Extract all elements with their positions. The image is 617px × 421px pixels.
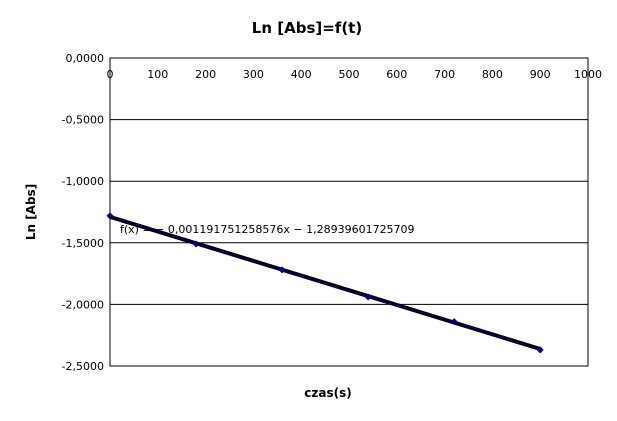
x-tick-label: 600 [386, 68, 407, 81]
data-point [106, 212, 114, 220]
x-tick-label: 400 [291, 68, 312, 81]
data-point [536, 346, 544, 354]
x-tick-label: 800 [482, 68, 503, 81]
x-tick-label: 100 [147, 68, 168, 81]
data-point [278, 266, 286, 274]
x-tick-label: 500 [339, 68, 360, 81]
trendline-equation: f(x) = − 0,001191751258576x − 1,28939601… [120, 223, 415, 236]
y-tick-label: -1,5000 [62, 237, 104, 250]
grid-layer [110, 57, 588, 367]
x-tick-label: 900 [530, 68, 551, 81]
data-point [192, 240, 200, 248]
series-line [109, 215, 541, 351]
x-tick-label: 1000 [574, 68, 602, 81]
y-tick-label: -2,5000 [62, 360, 104, 373]
plot-frame [109, 57, 589, 367]
series-layer [106, 212, 544, 354]
x-tick-label: 0 [107, 68, 114, 81]
y-tick-label: -1,0000 [62, 175, 104, 188]
y-tick-label: -2,0000 [62, 298, 104, 311]
x-axis-label: czas(s) [304, 386, 351, 400]
chart-title: Ln [Abs]=f(t) [252, 19, 362, 37]
x-tick-label: 300 [243, 68, 264, 81]
x-tick-label: 200 [195, 68, 216, 81]
data-point [450, 318, 458, 326]
y-tick-labels: 0,0000 -0,5000 -1,0000 -1,5000 -2,0000 -2,500… [62, 52, 104, 373]
y-tick-label: -0,5000 [62, 114, 104, 127]
y-tick-label: 0,0000 [66, 52, 105, 65]
x-tick-label: 700 [434, 68, 455, 81]
x-tick-labels: 0 100 200 300 400 500 600 700 800 900 1000 [107, 68, 603, 81]
y-axis-label: Ln [Abs] [24, 184, 38, 240]
data-point [364, 293, 372, 301]
